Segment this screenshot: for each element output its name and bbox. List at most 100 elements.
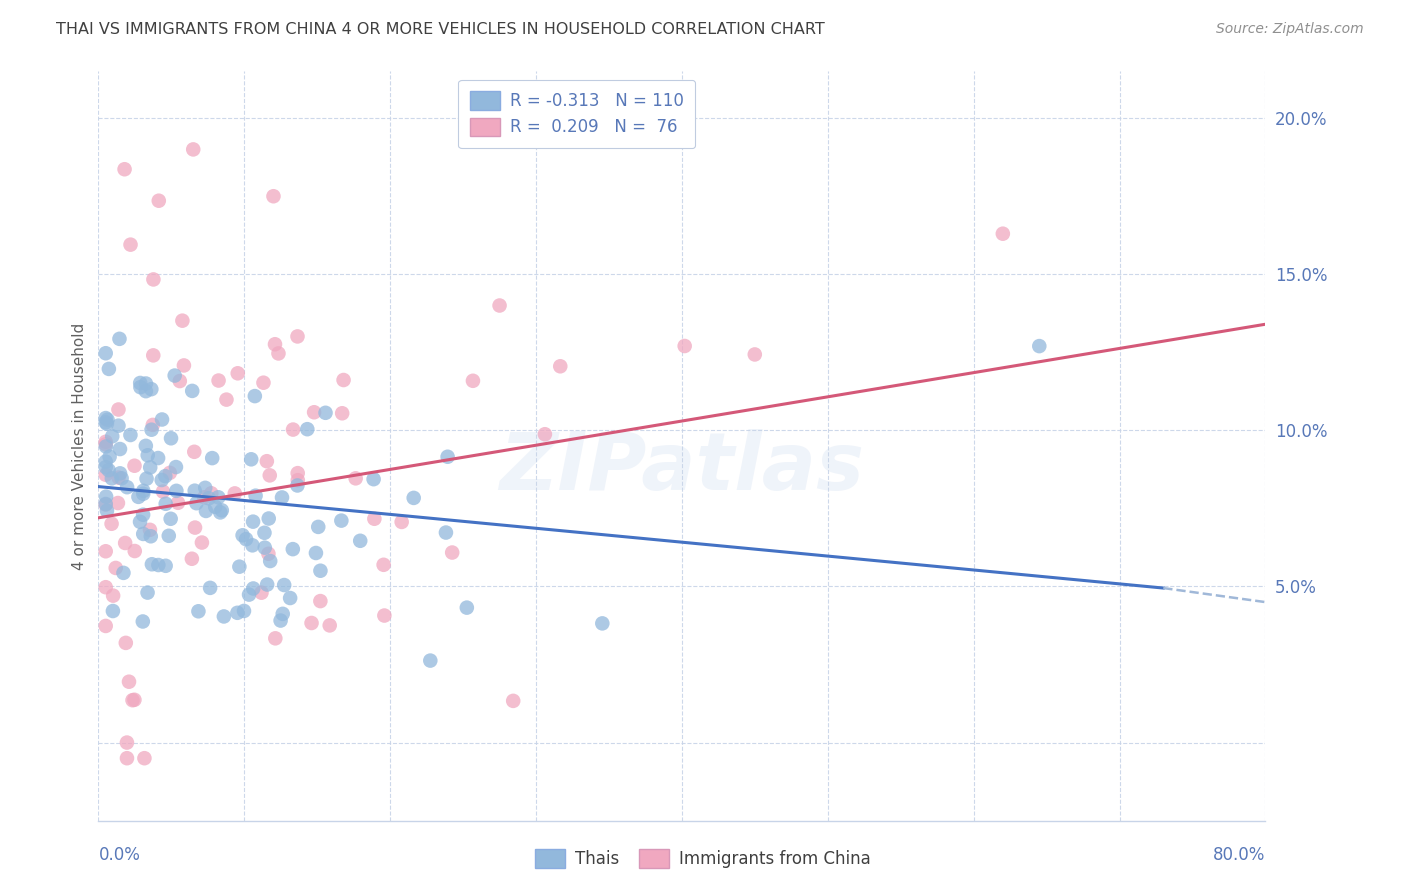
Point xyxy=(278,591,301,605)
Point xyxy=(349,533,371,548)
Point xyxy=(108,467,131,481)
Point xyxy=(142,348,165,362)
Point xyxy=(135,376,157,391)
Point xyxy=(673,339,696,353)
Point xyxy=(94,437,117,451)
Point xyxy=(159,512,181,526)
Point xyxy=(548,359,571,374)
Point xyxy=(94,346,117,360)
Point xyxy=(441,545,464,559)
Point xyxy=(135,472,157,486)
Point xyxy=(100,516,122,531)
Point xyxy=(118,674,141,689)
Point xyxy=(259,554,281,568)
Point xyxy=(281,542,304,557)
Point xyxy=(134,751,156,765)
Point xyxy=(391,515,413,529)
Point xyxy=(270,614,292,628)
Point xyxy=(238,588,260,602)
Point xyxy=(250,585,273,599)
Point xyxy=(163,368,186,383)
Point xyxy=(256,577,278,591)
Point xyxy=(242,515,264,529)
Point xyxy=(107,496,129,510)
Point xyxy=(173,359,195,373)
Point xyxy=(104,561,127,575)
Point xyxy=(152,484,174,499)
Point xyxy=(141,558,163,572)
Point xyxy=(198,491,221,506)
Point xyxy=(256,454,278,468)
Point xyxy=(211,503,233,517)
Point xyxy=(107,402,129,417)
Point xyxy=(198,581,221,595)
Point xyxy=(94,544,117,558)
Point xyxy=(169,374,191,388)
Point xyxy=(226,606,249,620)
Text: 0.0%: 0.0% xyxy=(98,846,141,863)
Point xyxy=(114,536,136,550)
Point xyxy=(434,525,457,540)
Point xyxy=(96,413,118,427)
Point xyxy=(146,451,169,466)
Point xyxy=(461,374,484,388)
Point xyxy=(184,520,207,534)
Point xyxy=(94,415,117,429)
Point xyxy=(243,389,266,403)
Point xyxy=(101,589,124,603)
Point xyxy=(534,427,557,442)
Point xyxy=(101,429,124,443)
Point xyxy=(232,528,254,542)
Point xyxy=(215,392,238,407)
Point xyxy=(167,496,190,510)
Point xyxy=(330,514,353,528)
Point xyxy=(148,558,170,572)
Point xyxy=(186,496,208,510)
Point xyxy=(94,580,117,594)
Point xyxy=(94,490,117,504)
Point xyxy=(264,632,287,646)
Point xyxy=(129,380,152,394)
Point xyxy=(332,373,354,387)
Point xyxy=(271,491,294,505)
Point xyxy=(94,434,117,449)
Point xyxy=(502,694,524,708)
Point xyxy=(287,466,309,480)
Point xyxy=(107,418,129,433)
Point xyxy=(363,472,385,486)
Point xyxy=(373,558,395,572)
Point xyxy=(180,551,202,566)
Point xyxy=(315,406,337,420)
Legend: R = -0.313   N = 110, R =  0.209   N =  76: R = -0.313 N = 110, R = 0.209 N = 76 xyxy=(458,79,696,148)
Point xyxy=(172,313,194,327)
Point xyxy=(183,483,205,498)
Point xyxy=(253,541,276,555)
Point xyxy=(150,412,173,426)
Point xyxy=(194,481,217,495)
Point xyxy=(344,471,367,485)
Point xyxy=(436,450,458,464)
Point xyxy=(262,189,284,203)
Point xyxy=(129,515,152,529)
Point xyxy=(212,609,235,624)
Point xyxy=(115,480,138,494)
Point xyxy=(101,471,124,485)
Point xyxy=(96,504,118,518)
Point xyxy=(204,500,226,514)
Text: ZIPatlas: ZIPatlas xyxy=(499,429,865,508)
Point xyxy=(287,478,309,492)
Point xyxy=(114,162,136,177)
Point xyxy=(94,454,117,468)
Point xyxy=(124,458,146,473)
Point xyxy=(108,442,131,456)
Point xyxy=(124,693,146,707)
Point xyxy=(94,411,117,425)
Point xyxy=(139,523,162,537)
Point xyxy=(456,600,478,615)
Point xyxy=(200,486,222,500)
Point xyxy=(110,471,132,485)
Point xyxy=(132,508,155,522)
Point xyxy=(94,439,117,453)
Point xyxy=(242,582,264,596)
Legend: Thais, Immigrants from China: Thais, Immigrants from China xyxy=(529,843,877,875)
